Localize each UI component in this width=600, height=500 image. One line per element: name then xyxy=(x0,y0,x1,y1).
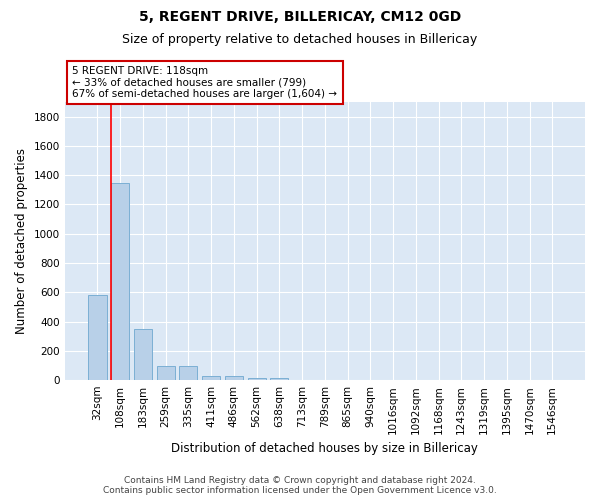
Bar xyxy=(179,366,197,380)
Bar xyxy=(248,378,266,380)
Text: 5, REGENT DRIVE, BILLERICAY, CM12 0GD: 5, REGENT DRIVE, BILLERICAY, CM12 0GD xyxy=(139,10,461,24)
X-axis label: Distribution of detached houses by size in Billericay: Distribution of detached houses by size … xyxy=(172,442,478,455)
Bar xyxy=(111,182,129,380)
Bar xyxy=(225,376,243,380)
Text: Contains HM Land Registry data © Crown copyright and database right 2024.
Contai: Contains HM Land Registry data © Crown c… xyxy=(103,476,497,495)
Bar xyxy=(134,329,152,380)
Bar xyxy=(270,378,289,380)
Text: Size of property relative to detached houses in Billericay: Size of property relative to detached ho… xyxy=(122,32,478,46)
Y-axis label: Number of detached properties: Number of detached properties xyxy=(15,148,28,334)
Bar xyxy=(88,295,107,380)
Bar xyxy=(157,366,175,380)
Bar xyxy=(202,376,220,380)
Text: 5 REGENT DRIVE: 118sqm
← 33% of detached houses are smaller (799)
67% of semi-de: 5 REGENT DRIVE: 118sqm ← 33% of detached… xyxy=(73,66,337,100)
